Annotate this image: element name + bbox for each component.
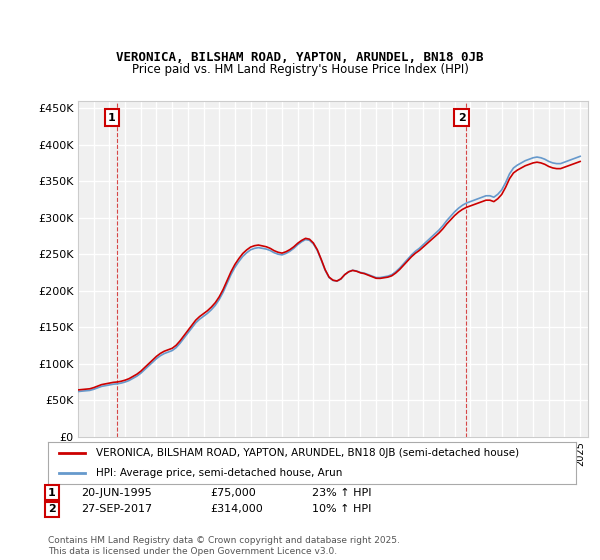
Text: £75,000: £75,000	[210, 488, 256, 498]
Text: 27-SEP-2017: 27-SEP-2017	[81, 505, 152, 515]
Text: 1: 1	[108, 113, 116, 123]
Text: VERONICA, BILSHAM ROAD, YAPTON, ARUNDEL, BN18 0JB: VERONICA, BILSHAM ROAD, YAPTON, ARUNDEL,…	[116, 52, 484, 64]
Text: HPI: Average price, semi-detached house, Arun: HPI: Average price, semi-detached house,…	[95, 468, 342, 478]
Text: 10% ↑ HPI: 10% ↑ HPI	[312, 505, 371, 515]
Text: Price paid vs. HM Land Registry's House Price Index (HPI): Price paid vs. HM Land Registry's House …	[131, 63, 469, 76]
Text: 2: 2	[458, 113, 466, 123]
Text: VERONICA, BILSHAM ROAD, YAPTON, ARUNDEL, BN18 0JB (semi-detached house): VERONICA, BILSHAM ROAD, YAPTON, ARUNDEL,…	[95, 448, 518, 458]
Text: 20-JUN-1995: 20-JUN-1995	[81, 488, 152, 498]
Text: 23% ↑ HPI: 23% ↑ HPI	[312, 488, 371, 498]
Text: 1: 1	[48, 488, 56, 498]
Text: £314,000: £314,000	[210, 505, 263, 515]
Text: 2: 2	[48, 505, 56, 515]
Text: Contains HM Land Registry data © Crown copyright and database right 2025.
This d: Contains HM Land Registry data © Crown c…	[48, 536, 400, 556]
